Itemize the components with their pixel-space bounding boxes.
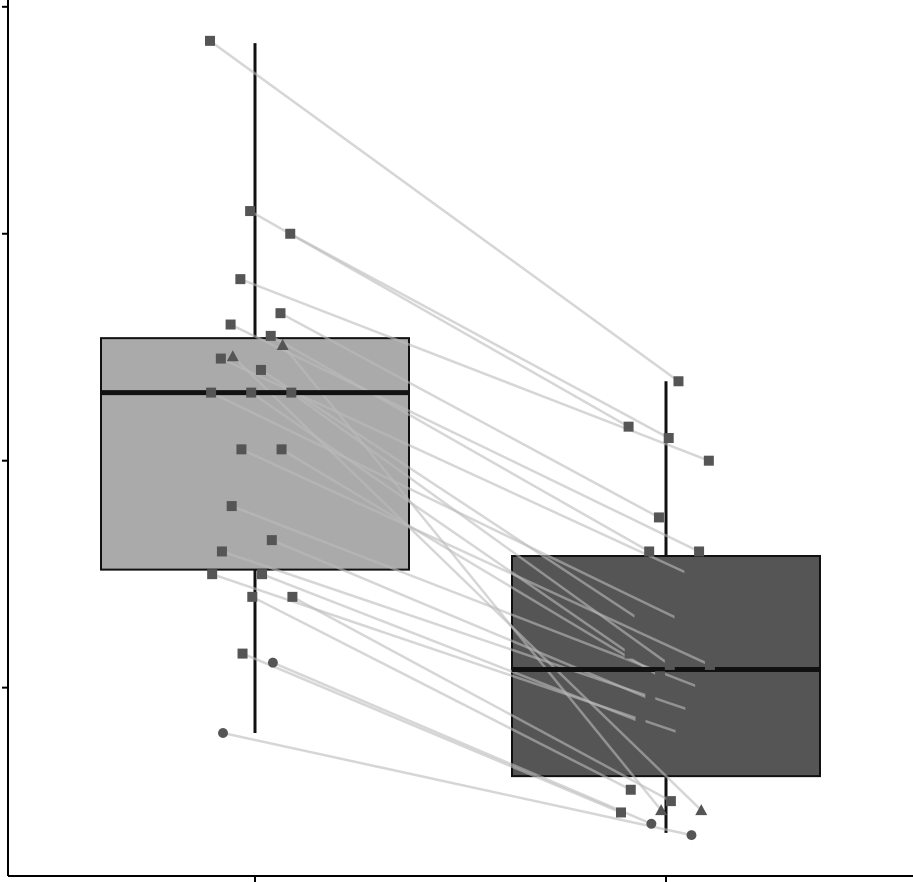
point xyxy=(694,546,705,557)
pair-line xyxy=(242,652,622,814)
point xyxy=(265,330,276,341)
pair-line xyxy=(251,595,632,791)
pair-line xyxy=(210,391,681,621)
pair-line xyxy=(209,39,680,383)
point xyxy=(664,659,675,670)
pair-line xyxy=(221,550,691,712)
point xyxy=(255,364,266,375)
point xyxy=(226,350,239,362)
point xyxy=(236,444,247,455)
point xyxy=(247,591,258,602)
pair-line xyxy=(231,504,701,689)
point xyxy=(246,387,257,398)
point xyxy=(235,274,246,285)
point xyxy=(695,804,708,816)
pair-line xyxy=(272,661,652,825)
pair-line xyxy=(281,344,663,811)
point xyxy=(625,784,636,795)
point xyxy=(216,546,227,557)
pair-line xyxy=(240,448,711,667)
point xyxy=(205,35,215,46)
point xyxy=(653,512,664,523)
point xyxy=(218,728,229,739)
point xyxy=(226,501,237,512)
point xyxy=(616,807,626,818)
point xyxy=(245,206,256,217)
point xyxy=(276,338,289,350)
point xyxy=(695,682,706,693)
point xyxy=(207,569,218,580)
point xyxy=(644,546,655,557)
point xyxy=(686,830,697,841)
pair-line xyxy=(271,538,651,701)
point xyxy=(684,569,695,580)
point xyxy=(674,614,685,625)
pair-line xyxy=(231,355,703,812)
point xyxy=(206,387,217,398)
point xyxy=(645,693,656,704)
pair-line xyxy=(280,448,661,678)
point xyxy=(225,319,236,330)
point xyxy=(623,421,634,432)
point xyxy=(646,818,657,829)
point xyxy=(703,455,714,466)
pair-line xyxy=(279,312,660,519)
point xyxy=(286,387,297,398)
point xyxy=(624,648,635,659)
point xyxy=(237,648,248,659)
point xyxy=(276,444,287,455)
point xyxy=(635,716,646,727)
point xyxy=(287,591,298,602)
point xyxy=(673,376,684,387)
pair-line xyxy=(290,391,671,666)
pair-line xyxy=(291,595,672,803)
box xyxy=(100,337,410,571)
point xyxy=(267,657,278,668)
point xyxy=(257,569,268,580)
point xyxy=(685,705,696,716)
pair-line xyxy=(222,731,692,837)
point xyxy=(665,796,676,807)
pair-line xyxy=(230,323,700,553)
point xyxy=(663,433,674,443)
point xyxy=(655,671,666,682)
point xyxy=(266,535,277,546)
point xyxy=(285,228,296,239)
pair-line xyxy=(289,232,670,440)
point xyxy=(704,659,715,670)
point xyxy=(215,353,226,364)
point xyxy=(275,308,286,319)
pair-line xyxy=(260,368,641,621)
point xyxy=(634,614,645,625)
point xyxy=(675,728,686,739)
point xyxy=(655,804,668,816)
pair-line xyxy=(270,334,650,553)
